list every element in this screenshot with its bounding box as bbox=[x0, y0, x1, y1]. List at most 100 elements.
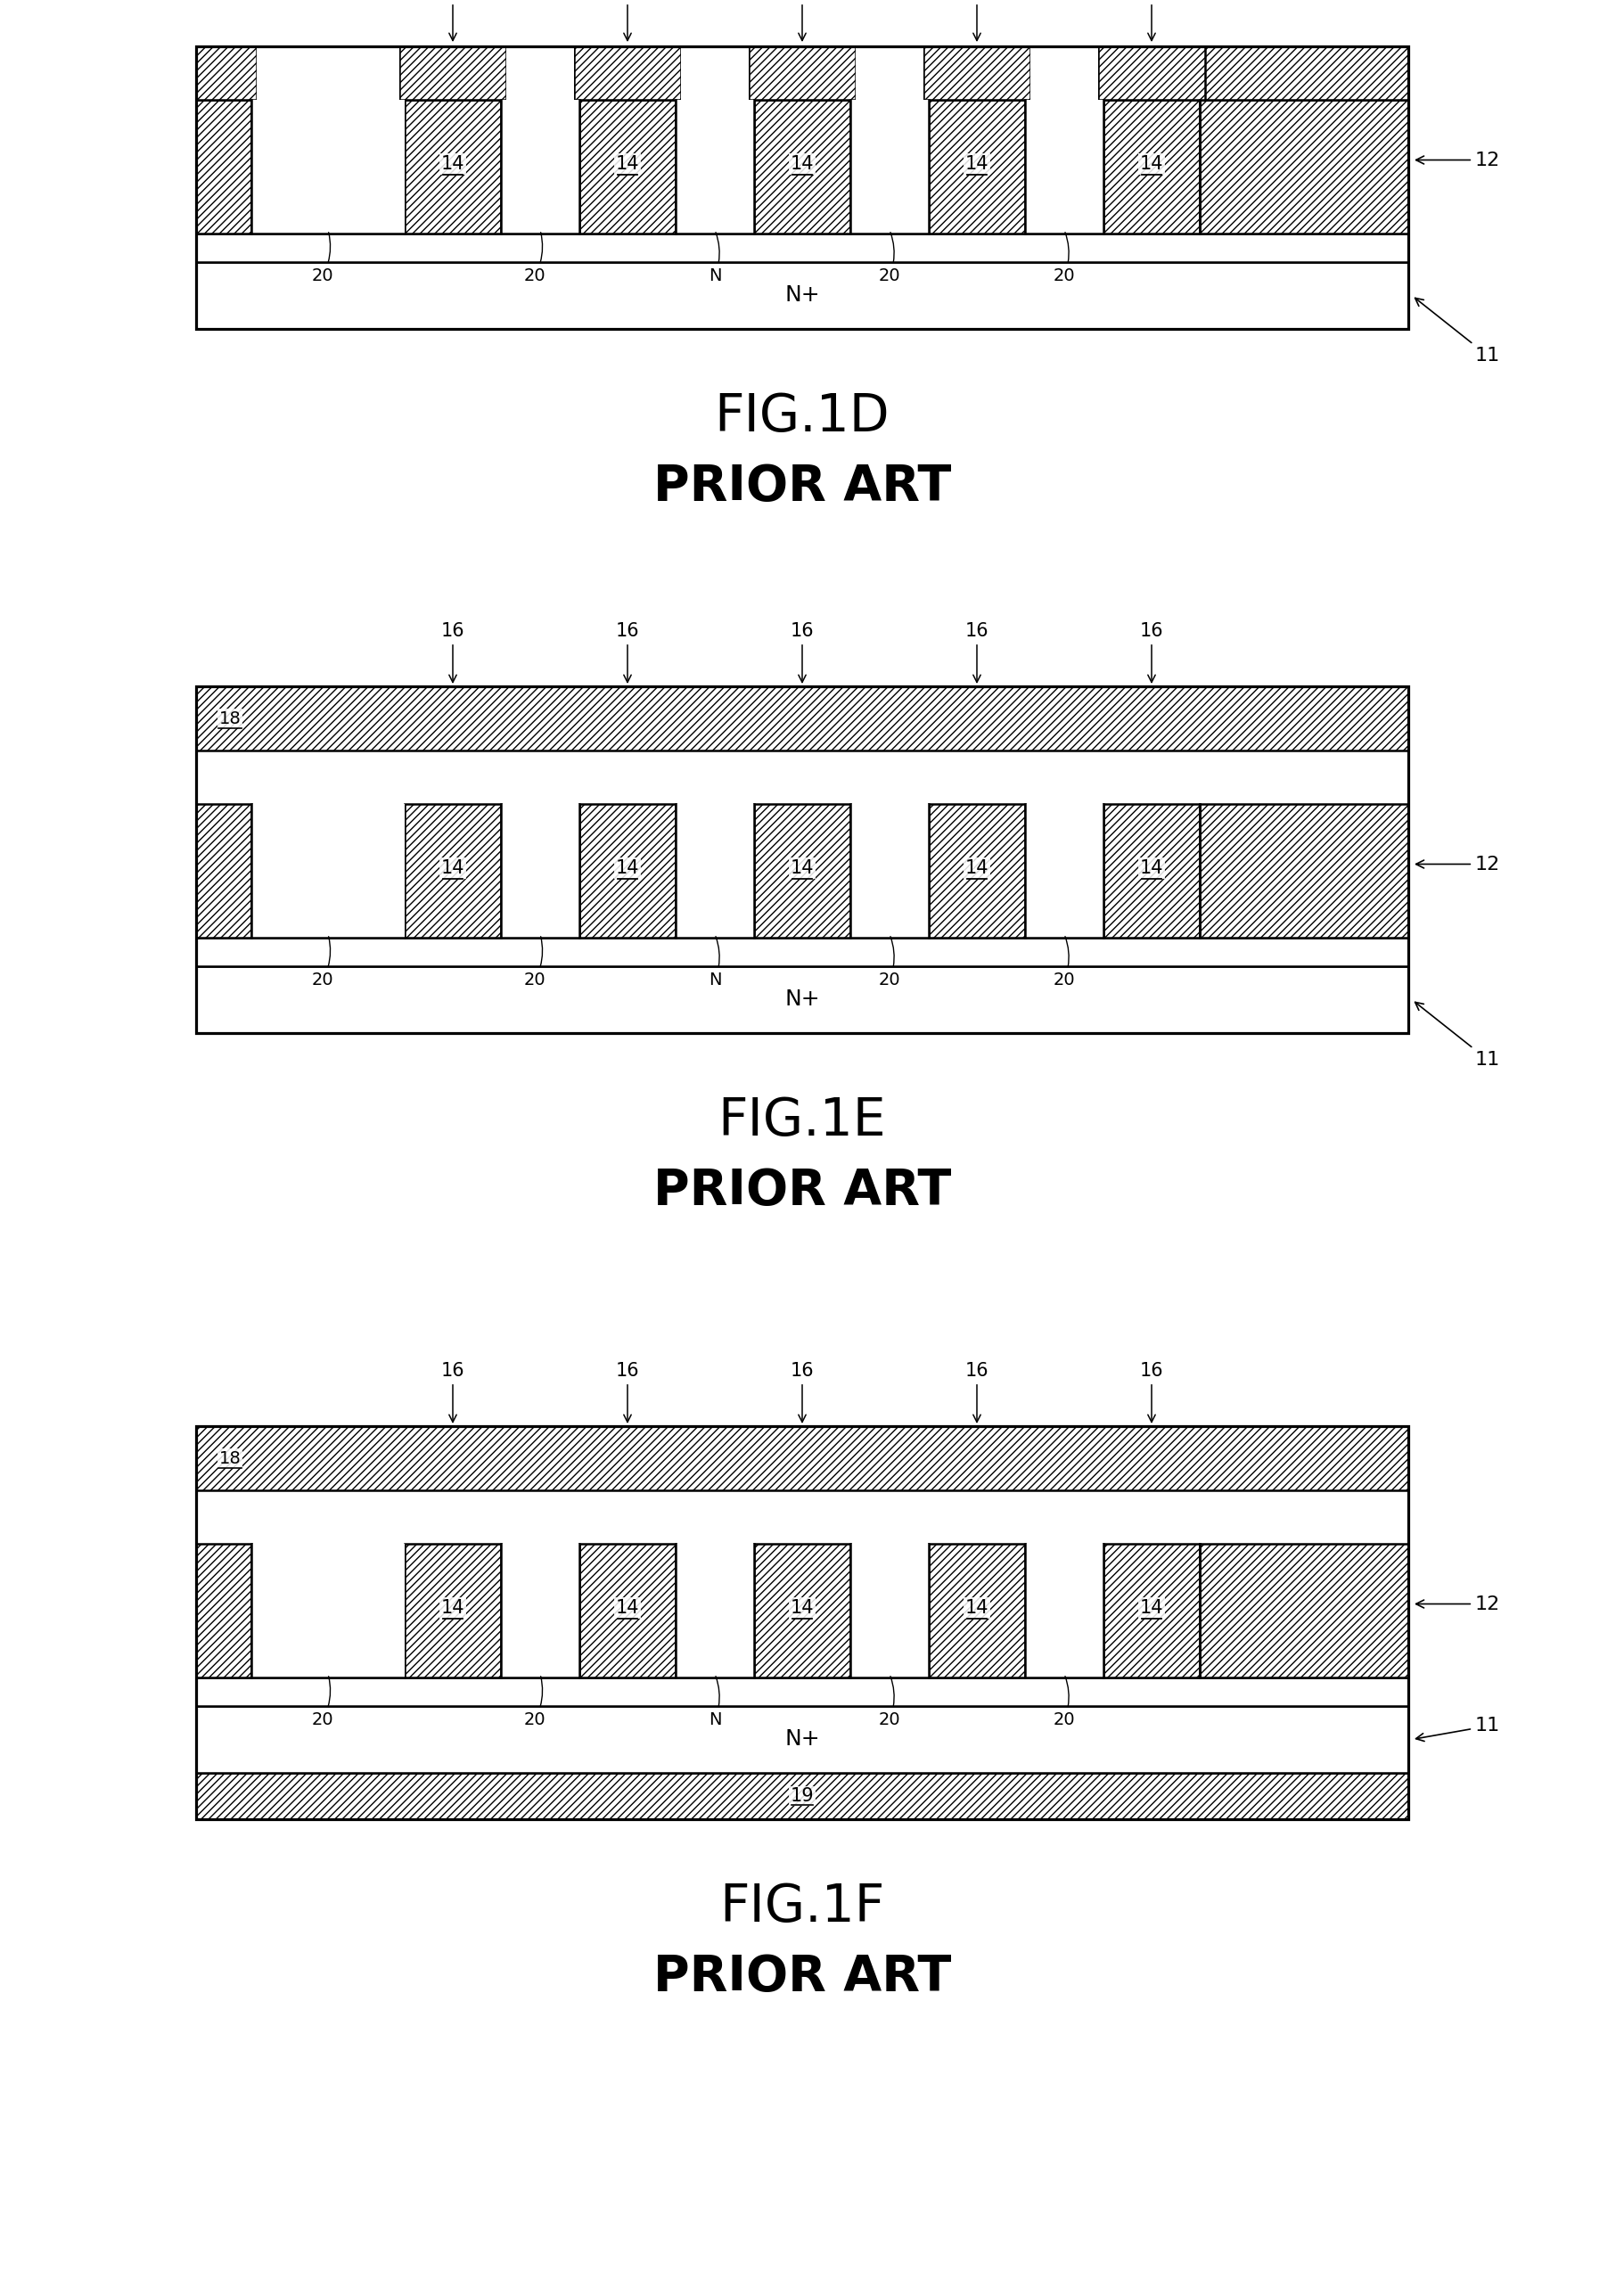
Bar bbox=[1200, 100, 1408, 234]
Bar bbox=[1025, 1543, 1103, 1677]
Text: 20: 20 bbox=[879, 1677, 901, 1729]
Text: 20: 20 bbox=[525, 232, 546, 284]
Bar bbox=[197, 1543, 252, 1677]
Bar bbox=[197, 938, 1408, 966]
Text: 16: 16 bbox=[615, 1361, 640, 1422]
Bar bbox=[500, 804, 580, 938]
Text: PRIOR ART: PRIOR ART bbox=[653, 1954, 952, 2002]
Text: N+: N+ bbox=[784, 988, 820, 1011]
Text: 16: 16 bbox=[791, 1361, 814, 1422]
Text: 16: 16 bbox=[442, 623, 464, 682]
Bar bbox=[1025, 100, 1103, 234]
Text: N+: N+ bbox=[784, 1729, 820, 1749]
Text: 14: 14 bbox=[791, 859, 814, 877]
Bar bbox=[197, 1677, 1408, 1706]
Bar bbox=[676, 804, 754, 938]
Bar bbox=[507, 45, 573, 100]
Bar bbox=[580, 100, 676, 234]
Text: 19: 19 bbox=[791, 1788, 814, 1804]
Text: 16: 16 bbox=[965, 1361, 989, 1422]
Text: 20: 20 bbox=[1054, 936, 1075, 988]
Bar bbox=[197, 1706, 1408, 1772]
Bar bbox=[197, 45, 1408, 329]
Text: 14: 14 bbox=[615, 154, 640, 173]
Text: 14: 14 bbox=[965, 1599, 989, 1618]
Bar bbox=[573, 45, 680, 100]
Text: PRIOR ART: PRIOR ART bbox=[653, 1168, 952, 1216]
Bar bbox=[257, 45, 400, 100]
Text: 14: 14 bbox=[791, 1599, 814, 1618]
Bar bbox=[929, 100, 1025, 234]
Bar bbox=[197, 1427, 1408, 1490]
Bar bbox=[500, 1543, 580, 1677]
Bar bbox=[754, 1543, 851, 1677]
Text: 14: 14 bbox=[965, 859, 989, 877]
Text: PRIOR ART: PRIOR ART bbox=[653, 463, 952, 511]
Bar bbox=[1200, 804, 1408, 938]
Text: 20: 20 bbox=[312, 936, 333, 988]
Text: 14: 14 bbox=[1140, 859, 1163, 877]
Text: 14: 14 bbox=[965, 154, 989, 173]
Bar bbox=[1103, 100, 1200, 234]
Text: 12: 12 bbox=[1416, 1595, 1501, 1613]
Text: 16: 16 bbox=[615, 0, 640, 41]
Bar bbox=[404, 1543, 500, 1677]
Bar bbox=[1025, 804, 1103, 938]
Bar bbox=[500, 100, 580, 234]
Text: 16: 16 bbox=[615, 623, 640, 682]
Text: 11: 11 bbox=[1415, 1002, 1501, 1068]
Bar bbox=[252, 1543, 404, 1677]
Text: 16: 16 bbox=[1140, 1361, 1163, 1422]
Bar bbox=[856, 45, 924, 100]
Bar bbox=[197, 261, 1408, 329]
Text: FIG.1E: FIG.1E bbox=[718, 1095, 887, 1147]
Bar bbox=[252, 100, 404, 234]
Text: 20: 20 bbox=[879, 936, 901, 988]
Text: N+: N+ bbox=[784, 284, 820, 307]
Bar bbox=[1103, 804, 1200, 938]
Text: 16: 16 bbox=[791, 623, 814, 682]
Bar bbox=[197, 686, 1408, 750]
Bar bbox=[1030, 45, 1098, 100]
Text: N: N bbox=[708, 1677, 721, 1729]
Bar bbox=[749, 45, 856, 100]
Bar bbox=[851, 1543, 929, 1677]
Text: 18: 18 bbox=[219, 1450, 240, 1468]
Text: 18: 18 bbox=[219, 709, 240, 727]
Bar bbox=[197, 45, 257, 100]
Text: 14: 14 bbox=[442, 154, 464, 173]
Text: 16: 16 bbox=[1140, 623, 1163, 682]
Bar bbox=[197, 1772, 1408, 1820]
Text: 16: 16 bbox=[1140, 0, 1163, 41]
Bar bbox=[197, 804, 252, 938]
Bar bbox=[929, 804, 1025, 938]
Bar bbox=[197, 1427, 1408, 1820]
Bar bbox=[924, 45, 1030, 100]
Text: 20: 20 bbox=[312, 1677, 333, 1729]
Text: 14: 14 bbox=[1140, 1599, 1163, 1618]
Bar bbox=[1098, 45, 1205, 100]
Text: 16: 16 bbox=[442, 1361, 464, 1422]
Bar bbox=[404, 804, 500, 938]
Text: 14: 14 bbox=[615, 859, 640, 877]
Text: 16: 16 bbox=[442, 0, 464, 41]
Bar bbox=[1103, 1543, 1200, 1677]
Bar bbox=[754, 804, 851, 938]
Bar bbox=[400, 45, 507, 100]
Text: 20: 20 bbox=[525, 936, 546, 988]
Text: 11: 11 bbox=[1415, 298, 1501, 364]
Text: 14: 14 bbox=[615, 1599, 640, 1618]
Bar bbox=[197, 234, 1408, 261]
Bar bbox=[676, 100, 754, 234]
Text: 20: 20 bbox=[1054, 1677, 1075, 1729]
Bar bbox=[252, 804, 404, 938]
Text: FIG.1D: FIG.1D bbox=[715, 391, 890, 443]
Text: 16: 16 bbox=[965, 623, 989, 682]
Bar bbox=[580, 1543, 676, 1677]
Bar bbox=[197, 686, 1408, 1034]
Bar bbox=[1194, 45, 1408, 100]
Bar bbox=[680, 45, 749, 100]
Text: 14: 14 bbox=[442, 859, 464, 877]
Bar bbox=[404, 100, 500, 234]
Text: 20: 20 bbox=[312, 232, 333, 284]
